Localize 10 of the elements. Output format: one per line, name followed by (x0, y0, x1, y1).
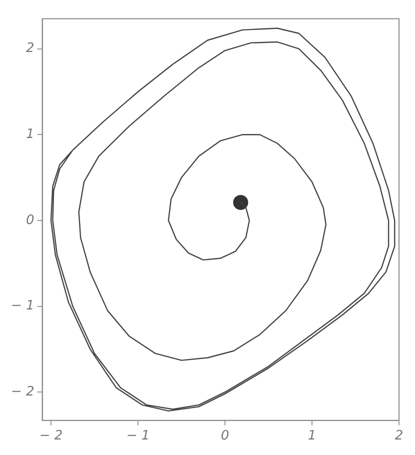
x-tick-label: 1 (308, 428, 316, 444)
y-tick-label: 1 (26, 127, 34, 142)
y-tick-label: − 1 (11, 298, 34, 314)
y-tick-label: 0 (26, 212, 34, 228)
x-tick-label: − 1 (126, 428, 150, 444)
y-tick-label: − 2 (11, 384, 34, 400)
x-tick-label: 0 (220, 428, 230, 444)
y-tick-label: 2 (26, 41, 34, 56)
x-tick-label: 2 (394, 428, 404, 444)
x-tick-label: − 2 (39, 428, 63, 444)
